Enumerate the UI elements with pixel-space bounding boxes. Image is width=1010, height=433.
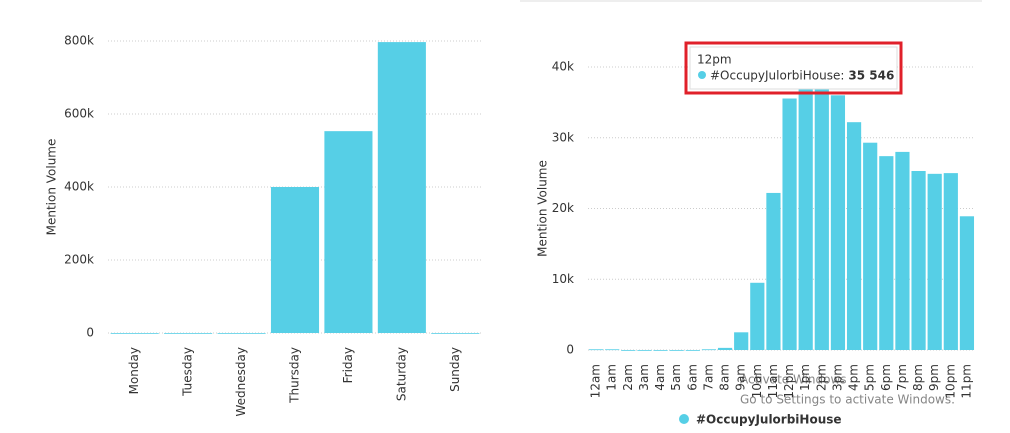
bar	[431, 333, 480, 334]
y-tick-label: 800k	[64, 34, 94, 48]
x-tick-label: 4am	[653, 364, 667, 391]
bar	[669, 350, 684, 351]
bar	[588, 349, 604, 351]
bar	[110, 333, 159, 334]
watermark-text: Go to Settings to activate Windows.	[740, 393, 955, 407]
watermark-title: Activate Windows	[740, 373, 847, 387]
x-tick-label: 8pm	[911, 364, 925, 391]
y-tick-label: 0	[566, 343, 574, 357]
x-tick-label: 6pm	[879, 364, 893, 391]
bar	[782, 98, 797, 350]
y-tick-label: 400k	[64, 180, 94, 194]
tooltip-category: 12pm	[697, 53, 732, 67]
x-tick-label: Sunday	[448, 347, 462, 392]
x-tick-label: 5am	[669, 364, 683, 391]
x-tick-label: 12am	[589, 364, 603, 398]
bar	[324, 131, 373, 333]
y-axis-label: Mention Volume	[45, 139, 59, 236]
bar	[217, 333, 266, 334]
x-tick-label: 10am	[750, 364, 764, 398]
x-tick-label: 1am	[605, 364, 619, 391]
y-tick-label: 30k	[552, 130, 574, 144]
bar	[605, 349, 620, 351]
bar	[621, 350, 636, 351]
x-tick-label: 2am	[621, 364, 635, 391]
legend-label: #OccupyJulorbiHouse	[696, 413, 842, 427]
bar	[685, 350, 700, 351]
bar	[637, 350, 652, 351]
x-tick-label: 3am	[637, 364, 651, 391]
x-tick-label: 10pm	[943, 364, 957, 399]
x-tick-label: 5pm	[863, 364, 877, 391]
y-tick-label: 10k	[552, 272, 574, 286]
x-tick-label: 7am	[701, 364, 715, 391]
y-axis-label: Mention Volume	[536, 160, 550, 257]
x-tick-label: 3pm	[830, 364, 844, 391]
bar	[798, 88, 813, 350]
bar	[911, 171, 926, 350]
tooltip-value: 35 546	[848, 69, 894, 83]
x-tick-label: Friday	[341, 347, 355, 383]
tooltip-box	[689, 46, 898, 90]
y-tick-label: 600k	[64, 107, 94, 121]
x-tick-label: 11am	[766, 364, 780, 398]
y-tick-label: 20k	[552, 201, 574, 215]
x-tick-label: 6am	[685, 364, 699, 391]
bar	[164, 333, 213, 334]
x-tick-label: 9am	[734, 364, 748, 391]
bar	[814, 88, 829, 350]
x-tick-label: 2pm	[814, 364, 828, 391]
bar	[750, 282, 765, 350]
bar	[701, 349, 717, 351]
bar	[895, 151, 910, 350]
x-tick-label: 4pm	[847, 364, 861, 391]
bar	[846, 122, 862, 350]
bar	[830, 95, 846, 350]
x-tick-label: 8am	[718, 364, 732, 391]
bar	[943, 173, 958, 350]
y-tick-label: 200k	[64, 253, 94, 267]
x-tick-label: 11pm	[959, 364, 973, 399]
legend-swatch	[679, 414, 689, 424]
bar	[734, 332, 749, 350]
bar	[927, 173, 942, 350]
bar	[377, 42, 426, 333]
bar	[863, 142, 878, 350]
x-tick-label: Monday	[127, 347, 141, 394]
tooltip-series: #OccupyJulorbiHouse:	[710, 69, 844, 83]
highlight-frame	[684, 41, 903, 95]
x-tick-label: 12pm	[782, 364, 796, 399]
y-tick-label: 40k	[552, 60, 574, 74]
bar	[879, 156, 894, 350]
bar	[959, 216, 975, 350]
bar	[653, 350, 668, 351]
x-tick-label: 7pm	[895, 364, 909, 391]
x-tick-label: 9pm	[927, 364, 941, 391]
x-tick-label: Wednesday	[234, 347, 248, 416]
y-tick-label: 0	[86, 326, 94, 340]
bar	[766, 192, 781, 350]
x-tick-label: Saturday	[394, 347, 408, 401]
x-tick-label: Thursday	[288, 347, 302, 404]
bar	[270, 187, 320, 333]
panel-edge	[520, 0, 982, 2]
x-tick-label: 1pm	[798, 364, 812, 391]
tooltip-swatch	[698, 71, 706, 79]
bar	[717, 347, 733, 350]
x-tick-label: Tuesday	[181, 347, 195, 397]
